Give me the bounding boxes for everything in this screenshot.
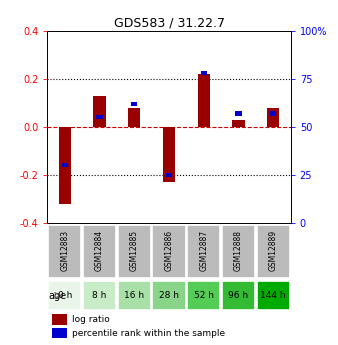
Text: 28 h: 28 h: [159, 291, 179, 300]
Bar: [58, 127, 71, 204]
Bar: [152, 225, 186, 278]
Bar: [235, 111, 242, 116]
Text: 8 h: 8 h: [92, 291, 107, 300]
Bar: [152, 282, 186, 310]
Bar: [257, 225, 290, 278]
Text: 0 h: 0 h: [57, 291, 72, 300]
Bar: [201, 71, 207, 75]
Title: GDS583 / 31.22.7: GDS583 / 31.22.7: [114, 17, 224, 30]
Bar: [166, 173, 172, 177]
Bar: [118, 282, 151, 310]
Text: GSM12886: GSM12886: [165, 230, 173, 271]
Bar: [198, 74, 210, 127]
Bar: [62, 163, 68, 167]
Bar: [257, 282, 290, 310]
Text: 52 h: 52 h: [194, 291, 214, 300]
Bar: [52, 314, 67, 325]
Text: 16 h: 16 h: [124, 291, 144, 300]
Text: log ratio: log ratio: [72, 315, 110, 324]
Text: 96 h: 96 h: [228, 291, 248, 300]
Bar: [83, 225, 116, 278]
Bar: [93, 96, 105, 127]
Bar: [52, 328, 67, 338]
Bar: [187, 282, 220, 310]
Bar: [270, 111, 276, 116]
Bar: [222, 282, 255, 310]
Bar: [48, 282, 81, 310]
Bar: [222, 225, 255, 278]
Bar: [163, 127, 175, 182]
Text: GSM12884: GSM12884: [95, 230, 104, 271]
Text: 144 h: 144 h: [261, 291, 286, 300]
Text: GSM12887: GSM12887: [199, 230, 208, 271]
Text: age: age: [48, 290, 67, 300]
Bar: [267, 108, 280, 127]
Bar: [128, 108, 140, 127]
Text: GSM12888: GSM12888: [234, 230, 243, 271]
Bar: [118, 225, 151, 278]
Text: GSM12883: GSM12883: [60, 230, 69, 271]
Bar: [83, 282, 116, 310]
Text: GSM12889: GSM12889: [269, 230, 278, 271]
Bar: [187, 225, 220, 278]
Text: percentile rank within the sample: percentile rank within the sample: [72, 329, 225, 338]
Bar: [131, 102, 137, 106]
Text: GSM12885: GSM12885: [130, 230, 139, 271]
Bar: [233, 120, 245, 127]
Bar: [96, 115, 103, 119]
Bar: [48, 225, 81, 278]
